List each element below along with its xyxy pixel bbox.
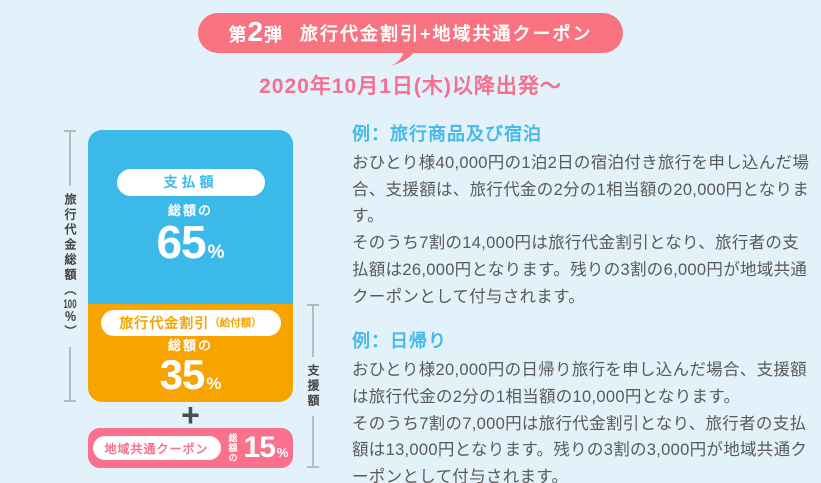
payment-percent-unit: % <box>207 242 225 264</box>
support-amount-label: 支援額 <box>306 363 320 409</box>
segment-coupon: 地域共通クーポン 総額の 15% <box>88 428 293 468</box>
bracket-line <box>312 306 314 357</box>
segment-discount-value: 35% <box>160 354 222 396</box>
coupon-percent: 15 <box>243 431 276 464</box>
example-daytrip-paragraph-2: そのうち7割の7,000円は旅行代金割引となり、旅行者の支払額は13,000円と… <box>352 414 808 483</box>
example-accommodation-heading: 例：旅行商品及び宿泊 <box>352 124 542 144</box>
badge-phase-pre: 第 <box>228 25 247 45</box>
badge-phase-number: 2 <box>247 16 264 47</box>
example-accommodation-paragraph-2: そのうち7割の14,000円は旅行代金割引となり、旅行者の支払額は26,000円… <box>352 234 808 306</box>
segment-payment-value: 65% <box>156 219 224 265</box>
segment-discount-prefix: 総額の <box>167 337 213 353</box>
segment-discount-label: 旅行代金割引 （給付額） <box>100 309 281 336</box>
discount-percent-unit: % <box>206 374 222 394</box>
payment-percent: 65 <box>156 216 206 269</box>
badge-phase-post: 弾 <box>264 25 283 45</box>
segment-payment: 支払額 総額の 65% <box>88 130 293 304</box>
segment-discount: 旅行代金割引 （給付額） 総額の 35% <box>88 304 293 402</box>
support-amount-bracket: 支援額 <box>299 304 327 468</box>
coupon-percent-unit: % <box>276 445 289 460</box>
bracket-line <box>312 415 314 466</box>
segment-coupon-prefix: 総額の <box>227 433 238 463</box>
bracket-cap <box>307 304 319 306</box>
total-label-num: 100 <box>63 297 77 310</box>
stacked-bars: 支払額 総額の 65% 旅行代金割引 （給付額） 総額の 35% + 地域共通クー… <box>88 130 293 468</box>
discount-label-main: 旅行代金割引 <box>119 314 210 331</box>
total-label-pre: 旅行代金総額（ <box>63 192 77 298</box>
segment-coupon-value: 15% <box>244 433 289 463</box>
badge-title: 旅行代金割引+地域共通クーポン <box>300 23 593 44</box>
bracket-cap <box>64 130 76 132</box>
departure-date: 2020年10月1日(木)以降出発〜 <box>259 75 562 98</box>
segment-payment-label: 支払額 <box>116 168 265 196</box>
example-daytrip: 例：日帰り おひとり様20,000円の日帰り旅行を申し込んだ場合、支援額は旅行代… <box>352 327 814 483</box>
example-accommodation: 例：旅行商品及び宿泊 おひとり様40,000円の1泊2日の宿泊付き旅行を申し込ん… <box>352 120 814 310</box>
segment-coupon-label: 地域共通クーポン <box>92 436 221 460</box>
examples-column: 例：旅行商品及び宿泊 おひとり様40,000円の1泊2日の宿泊付き旅行を申し込ん… <box>352 120 814 483</box>
bracket-cap <box>307 466 319 468</box>
plus-icon: + <box>181 397 200 433</box>
discount-percent: 35 <box>159 351 206 399</box>
total-label-post: ％） <box>63 309 77 340</box>
example-daytrip-heading: 例：日帰り <box>352 331 447 352</box>
speech-bubble-tail-icon <box>389 51 416 66</box>
total-amount-label: 旅行代金総額（100％） <box>63 186 77 347</box>
bracket-line <box>69 132 71 186</box>
total-amount-bracket: 旅行代金総額（100％） <box>56 130 84 402</box>
discount-label-note: （給付額） <box>209 317 262 330</box>
segment-payment-prefix: 総額の <box>167 202 213 218</box>
price-breakdown-chart: 旅行代金総額（100％） 支払額 総額の 65% 旅行代金割引 （給付額） 総額の… <box>56 130 327 468</box>
example-accommodation-paragraph-1: おひとり様40,000円の1泊2日の宿泊付き旅行を申し込んだ場合、支援額は、旅行… <box>352 154 810 226</box>
example-daytrip-paragraph-1: おひとり様20,000円の日帰り旅行を申し込んだ場合、支援額は旅行代金の2分の1… <box>352 361 807 407</box>
bracket-line <box>69 346 71 400</box>
bracket-cap <box>64 400 76 402</box>
